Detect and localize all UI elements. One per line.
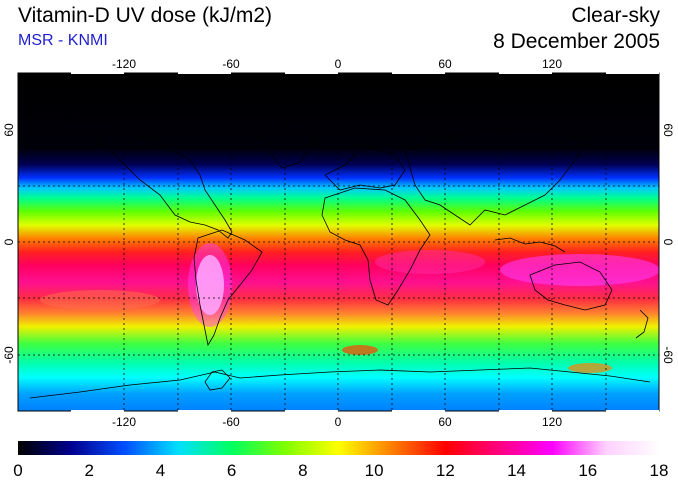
colorbar-tick-label: 18 [650, 461, 669, 480]
colorbar-tick-label: 10 [365, 461, 384, 480]
lon-tick-top-label: 120 [542, 57, 562, 71]
colorbar-tick-label: 6 [227, 461, 236, 480]
coastlines [29, 117, 651, 399]
sky-condition-label: Clear-sky [571, 4, 660, 27]
map-frame [17, 72, 660, 412]
antarctic-peninsula-coast [204, 369, 231, 391]
africa-coast [321, 187, 431, 306]
colorbar [18, 441, 659, 455]
colorbar-tick-label: 8 [298, 461, 307, 480]
lat-tick-right-label: 0 [661, 239, 675, 246]
lon-tick-top-label: -60 [222, 57, 240, 71]
lat-tick-left-label: 60 [2, 123, 16, 137]
south-america-coast [193, 229, 263, 347]
indonesia-coast [494, 237, 566, 253]
colorbar-tick-label: 0 [13, 461, 22, 480]
europe-coast [324, 147, 406, 191]
frame-checker [71, 72, 659, 412]
colorbar-tick-label: 2 [84, 461, 93, 480]
asia-coast [404, 127, 591, 226]
colorbar-tick-label: 14 [507, 461, 526, 480]
lat-tick-left-label: -60 [2, 346, 16, 364]
lon-tick-bottom-label: 120 [542, 415, 562, 429]
lon-ticks-top: -120 -60 0 60 120 [112, 57, 562, 71]
lat-tick-right-label: 60 [661, 123, 675, 137]
lat-tick-left-label: 0 [2, 238, 16, 245]
lon-ticks-bottom: -120 -60 0 60 120 [112, 415, 562, 429]
australia-coast [529, 261, 613, 311]
lat-tick-right-label: -60 [661, 346, 675, 364]
lon-tick-bottom-label: -60 [222, 415, 240, 429]
map-title: Vitamin-D UV dose (kJ/m2) [18, 4, 273, 27]
lon-tick-top-label: 60 [438, 57, 452, 71]
colorbar-tick-label: 16 [578, 461, 597, 480]
colorbar-tick-label: 12 [436, 461, 455, 480]
lon-tick-bottom-label: 0 [335, 415, 342, 429]
new-zealand-coast [635, 309, 649, 339]
source-label: MSR - KNMI [18, 32, 108, 49]
lon-tick-top-label: -120 [112, 57, 136, 71]
date-label: 8 December 2005 [493, 30, 660, 53]
colorbar-tick-label: 4 [156, 461, 165, 480]
lon-tick-top-label: 0 [335, 57, 342, 71]
greenland-coast [259, 121, 316, 169]
graticule [18, 73, 659, 411]
lat-ticks-left: 60 0 -60 [2, 123, 16, 364]
colorbar-labels: 0 2 4 6 8 10 12 14 16 18 [13, 461, 668, 480]
australia-high-dose-region [500, 254, 659, 286]
andes-high-dose-region [196, 255, 224, 315]
antarctica-coast [29, 367, 651, 399]
north-america-coast [29, 117, 233, 239]
lon-tick-bottom-label: -120 [112, 415, 136, 429]
lon-tick-bottom-label: 60 [438, 415, 452, 429]
lat-ticks-right: 60 0 -60 [661, 123, 675, 364]
